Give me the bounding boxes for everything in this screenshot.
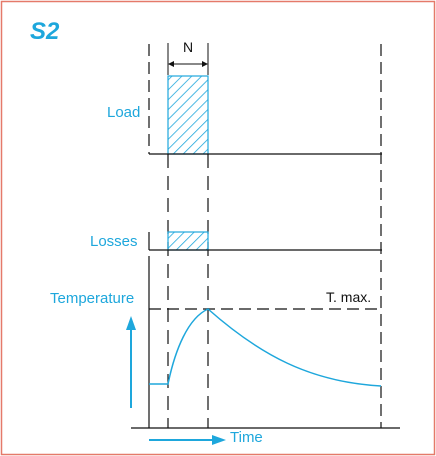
n-label: N [183,39,194,55]
t-max-label: T. max. [326,289,372,305]
temperature-label: Temperature [50,290,135,307]
losses-label: Losses [90,233,138,250]
temperature-arrow-head [126,316,136,330]
n-arrow-right [202,61,208,67]
n-arrow-left [168,61,174,67]
time-arrow-head [212,435,226,445]
load-label: Load [107,104,141,121]
temperature-curve [149,308,382,387]
time-label: Time [230,429,263,446]
duty-title: S2 [30,18,60,45]
load-block [167,75,209,155]
losses-block [167,231,209,251]
